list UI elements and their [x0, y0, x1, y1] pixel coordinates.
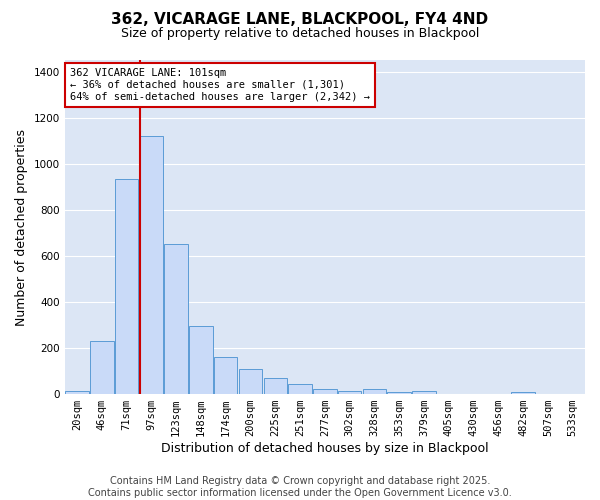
Bar: [189, 326, 213, 394]
Bar: [338, 392, 361, 394]
Text: 362, VICARAGE LANE, BLACKPOOL, FY4 4ND: 362, VICARAGE LANE, BLACKPOOL, FY4 4ND: [112, 12, 488, 28]
Y-axis label: Number of detached properties: Number of detached properties: [15, 128, 28, 326]
Bar: [288, 384, 312, 394]
Text: Size of property relative to detached houses in Blackpool: Size of property relative to detached ho…: [121, 28, 479, 40]
Bar: [65, 390, 89, 394]
Bar: [239, 370, 262, 394]
Bar: [511, 392, 535, 394]
Bar: [115, 178, 139, 394]
Bar: [388, 392, 411, 394]
Bar: [140, 136, 163, 394]
Bar: [412, 392, 436, 394]
Bar: [90, 341, 113, 394]
Bar: [263, 378, 287, 394]
Text: 362 VICARAGE LANE: 101sqm
← 36% of detached houses are smaller (1,301)
64% of se: 362 VICARAGE LANE: 101sqm ← 36% of detac…: [70, 68, 370, 102]
Bar: [313, 390, 337, 394]
Bar: [164, 244, 188, 394]
Text: Contains HM Land Registry data © Crown copyright and database right 2025.
Contai: Contains HM Land Registry data © Crown c…: [88, 476, 512, 498]
X-axis label: Distribution of detached houses by size in Blackpool: Distribution of detached houses by size …: [161, 442, 488, 455]
Bar: [362, 390, 386, 394]
Bar: [214, 357, 238, 394]
